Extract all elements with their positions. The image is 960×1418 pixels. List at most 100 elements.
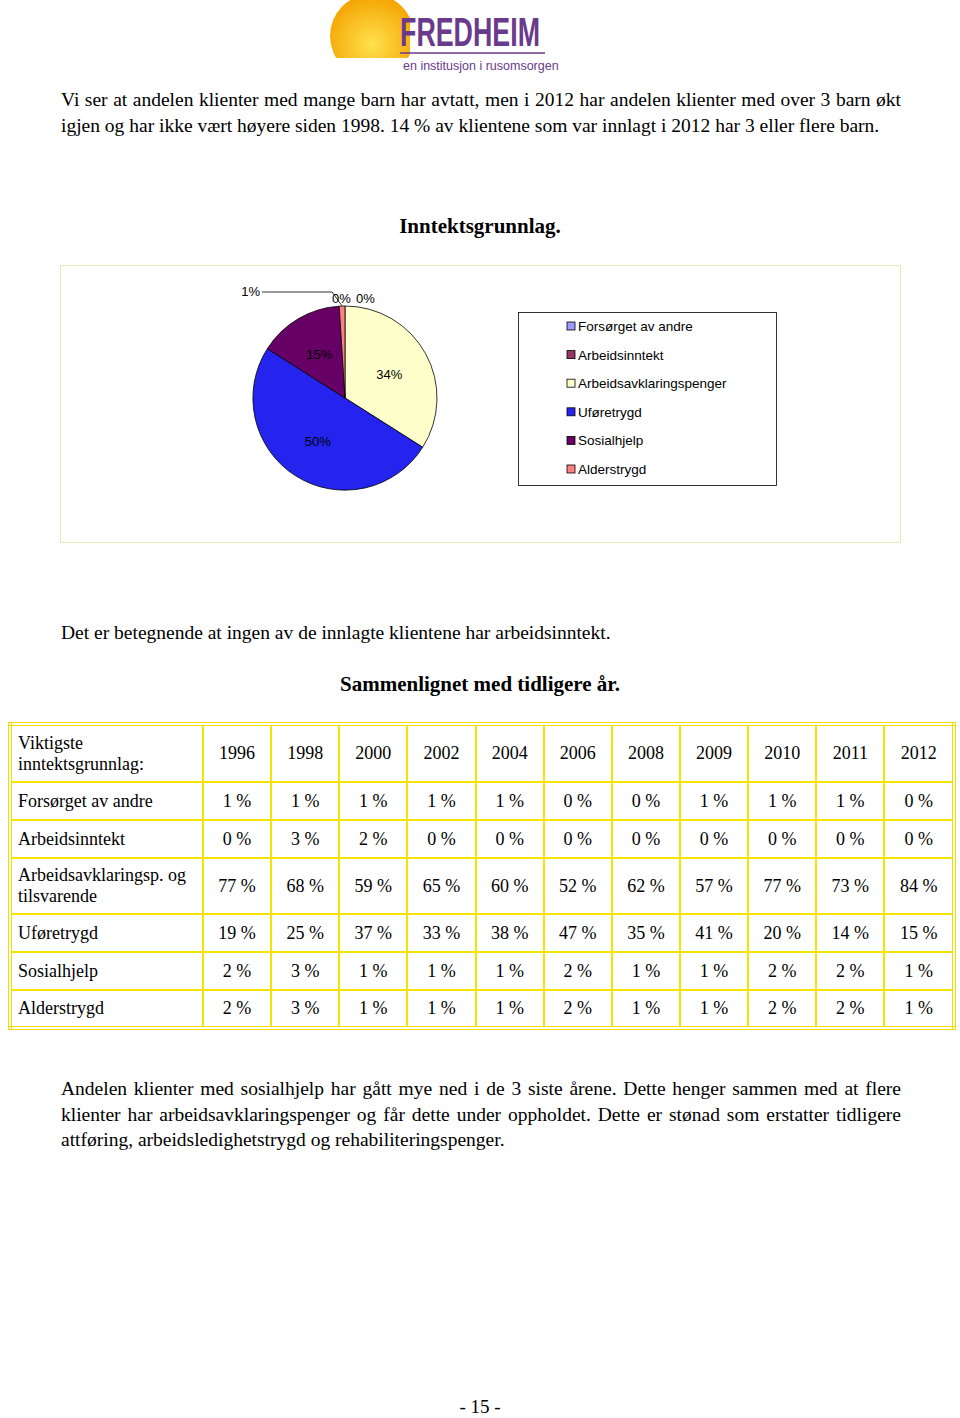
table-cell: 1 % (407, 782, 475, 820)
table-cell: 0 % (407, 820, 475, 858)
table-cell: 1 % (612, 952, 680, 990)
table-cell: 73 % (816, 858, 884, 914)
logo-rule (400, 52, 545, 54)
column-header: Viktigste inntektsgrunnlag: (10, 724, 203, 782)
logo-text: FREDHEIM (400, 10, 540, 54)
data-label: 34% (376, 367, 402, 382)
table-cell: 3 % (271, 990, 339, 1028)
table-cell: 0 % (612, 782, 680, 820)
table-cell: 0 % (612, 820, 680, 858)
table-cell: 77 % (748, 858, 816, 914)
table-cell: 41 % (680, 914, 748, 952)
table-cell: 25 % (271, 914, 339, 952)
table-cell: 2 % (544, 952, 612, 990)
table-cell: 2 % (203, 990, 271, 1028)
legend-entry: Arbeidsavklaringspenger (578, 376, 727, 391)
table-cell: 60 % (476, 858, 544, 914)
table-row: Uføretrygd19 %25 %37 %33 %38 %47 %35 %41… (10, 914, 954, 952)
pie-slice (339, 306, 345, 398)
section-heading: Sammenlignet med tidligere år. (0, 672, 960, 697)
income-table: Viktigste inntektsgrunnlag:1996199820002… (8, 722, 956, 1030)
table-cell: 20 % (748, 914, 816, 952)
table-cell: 38 % (476, 914, 544, 952)
table-cell: 1 % (884, 952, 954, 990)
table-cell: 15 % (884, 914, 954, 952)
logo: FREDHEIM en institusjon i rusomsorgen (300, 0, 560, 80)
legend-entry: Arbeidsinntekt (578, 348, 664, 363)
data-label: 50% (305, 434, 331, 449)
table-row: Sosialhjelp2 %3 %1 %1 %1 %2 %1 %1 %2 %2 … (10, 952, 954, 990)
table-cell: 2 % (544, 990, 612, 1028)
legend-swatch (567, 408, 575, 416)
column-header: 2000 (339, 724, 407, 782)
table-cell: 52 % (544, 858, 612, 914)
table-cell: 33 % (407, 914, 475, 952)
table-cell: 3 % (271, 820, 339, 858)
legend-swatch (567, 465, 575, 473)
table-cell: 0 % (476, 820, 544, 858)
data-label: 1% (241, 284, 260, 299)
table-cell: 1 % (884, 990, 954, 1028)
table-cell: 65 % (407, 858, 475, 914)
table-cell: 0 % (544, 782, 612, 820)
table-cell: 1 % (680, 952, 748, 990)
table-cell: 0 % (680, 820, 748, 858)
table-cell: 0 % (816, 820, 884, 858)
column-header: 2010 (748, 724, 816, 782)
table-cell: 47 % (544, 914, 612, 952)
row-label: Forsørget av andre (10, 782, 203, 820)
legend-entry: Sosialhjelp (578, 433, 643, 448)
table-cell: 1 % (271, 782, 339, 820)
pie-slice (267, 306, 345, 398)
table-cell: 1 % (407, 990, 475, 1028)
column-header: 1998 (271, 724, 339, 782)
column-header: 2002 (407, 724, 475, 782)
legend: Forsørget av andre Arbeidsinntekt Arbeidsa… (519, 313, 777, 486)
logo-tagline: en institusjon i rusomsorgen (403, 59, 559, 73)
pie (253, 306, 437, 490)
paragraph: Vi ser at andelen klienter med mange bar… (61, 87, 901, 138)
row-label: Arbeidsinntekt (10, 820, 203, 858)
table-cell: 77 % (203, 858, 271, 914)
table-cell: 0 % (884, 820, 954, 858)
table-cell: 1 % (612, 990, 680, 1028)
legend-entry: Alderstrygd (578, 462, 646, 477)
table-cell: 2 % (816, 952, 884, 990)
table-cell: 1 % (476, 990, 544, 1028)
table-cell: 2 % (816, 990, 884, 1028)
legend-swatch (567, 379, 575, 387)
table-cell: 37 % (339, 914, 407, 952)
table-cell: 2 % (339, 820, 407, 858)
table-cell: 0 % (884, 782, 954, 820)
table-cell: 1 % (476, 782, 544, 820)
table-cell: 1 % (680, 782, 748, 820)
logo-sun (330, 0, 410, 58)
data-label: 15% (306, 347, 332, 362)
table-cell: 0 % (748, 820, 816, 858)
table-row: Arbeidsavklaringsp. og tilsvarende77 %68… (10, 858, 954, 914)
paragraph: Andelen klienter med sosialhjelp har gåt… (61, 1076, 901, 1153)
legend-entry: Forsørget av andre (578, 319, 693, 334)
table-cell: 68 % (271, 858, 339, 914)
table-row: Arbeidsinntekt0 %3 %2 %0 %0 %0 %0 %0 %0 … (10, 820, 954, 858)
data-labels: 0%0%34%50%15%1% (241, 284, 403, 449)
column-header: 2011 (816, 724, 884, 782)
column-header: 2004 (476, 724, 544, 782)
table-cell: 62 % (612, 858, 680, 914)
data-label: 0% (356, 291, 375, 306)
table-cell: 1 % (339, 990, 407, 1028)
table-cell: 84 % (884, 858, 954, 914)
legend-swatch (567, 351, 575, 359)
legend-swatch (567, 322, 575, 330)
row-label: Alderstrygd (10, 990, 203, 1028)
table-row: Alderstrygd2 %3 %1 %1 %1 %2 %1 %1 %2 %2 … (10, 990, 954, 1028)
column-header: 1996 (203, 724, 271, 782)
table-cell: 19 % (203, 914, 271, 952)
header-row: Viktigste inntektsgrunnlag:1996199820002… (10, 724, 954, 782)
table-cell: 1 % (816, 782, 884, 820)
column-header: 2006 (544, 724, 612, 782)
legend-swatch (567, 436, 575, 444)
column-header: 2008 (612, 724, 680, 782)
table-cell: 59 % (339, 858, 407, 914)
table-cell: 1 % (339, 782, 407, 820)
